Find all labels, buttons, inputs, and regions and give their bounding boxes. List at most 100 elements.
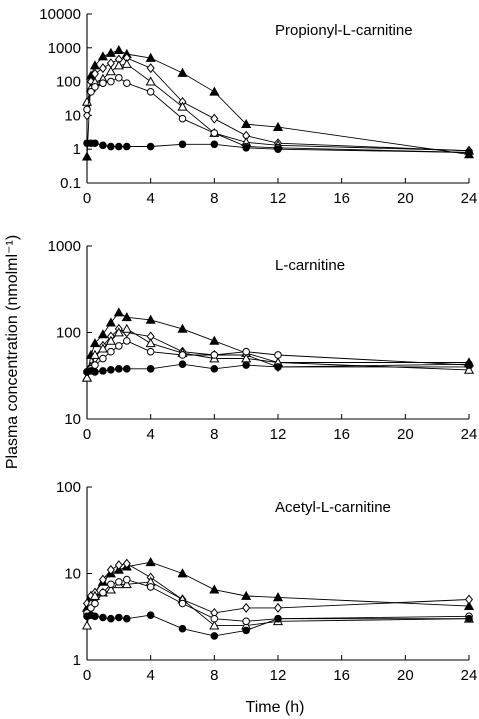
data-point-open-diamond [98,574,107,585]
data-point-filled-circle [99,367,107,375]
data-point-open-circle [146,583,155,591]
x-tick-label: 8 [210,426,218,443]
series-5-filled-circle [83,611,473,640]
data-point-filled-circle [178,360,187,369]
x-tick-label: 0 [83,190,91,207]
x-tick-label: 20 [397,667,414,684]
data-point-filled-circle [99,613,107,622]
data-point-open-diamond [273,602,283,613]
panel-2: 10 100 1000 0 4 8 12 16 20 24 L-carnitine [48,238,478,443]
data-point-open-triangle [89,590,101,600]
data-point-open-diamond [82,110,92,121]
data-point-open-circle [242,617,250,626]
data-point-filled-circle [99,141,107,150]
data-point-open-triangle [145,76,156,86]
x-tick-label: 4 [146,426,154,443]
x-tick-label: 12 [270,426,287,443]
data-point-filled-circle [210,365,219,373]
data-point-filled-triangle [241,590,252,600]
data-point-filled-triangle [105,317,116,327]
data-point-open-triangle [145,338,156,348]
data-point-filled-circle [107,614,115,623]
data-point-filled-triangle [209,86,220,96]
data-point-open-diamond [106,58,115,69]
data-point-open-circle [242,347,250,356]
data-point-open-circle [99,588,107,597]
data-point-open-circle [122,575,131,584]
data-point-filled-triangle [97,51,108,61]
data-point-open-triangle [121,579,132,589]
data-point-open-triangle [81,372,93,382]
data-point-filled-triangle [89,338,101,348]
series-line [86,63,470,152]
data-point-open-circle [91,83,99,91]
data-point-filled-circle [115,613,123,622]
data-point-open-circle [107,347,115,356]
x-tick-label: 16 [333,667,350,684]
data-point-open-triangle [463,364,475,374]
x-tick-label: 8 [210,190,218,207]
y-tick-label: 1 [73,652,81,669]
data-point-filled-circle [115,365,123,373]
panel-3: 1 10 100 0 4 8 12 16 20 24 Acetyl-L-carnitine [56,479,477,684]
x-tick-label: 20 [397,190,414,207]
series-5-filled-circle [83,139,473,157]
data-point-filled-circle [122,365,131,373]
series-line [86,57,470,152]
data-point-open-triangle [105,335,116,345]
x-tick-label: 24 [461,426,478,443]
data-point-open-diamond [122,558,131,569]
data-point-open-circle [83,105,91,114]
x-tick-label: 20 [397,426,414,443]
data-point-filled-triangle [97,329,108,339]
data-point-filled-triangle [113,44,124,55]
x-tick-label: 4 [146,667,154,684]
data-point-filled-circle [210,140,219,149]
data-point-open-diamond [146,63,155,74]
data-point-filled-circle [242,144,250,152]
data-point-filled-circle [146,142,155,151]
panel-title: Acetyl-L-carnitine [275,499,391,516]
x-tick-label: 4 [146,190,154,207]
data-point-filled-triangle [105,47,116,57]
data-point-filled-circle [274,363,282,371]
data-point-filled-triangle [145,556,156,567]
data-point-open-circle [91,599,99,608]
x-tick-label: 12 [270,667,287,684]
series-2-open-diamond [82,52,474,156]
data-point-open-circle [122,337,131,345]
data-point-open-circle [122,79,131,87]
y-tick-label: 1000 [48,40,81,57]
data-point-filled-triangle [177,568,188,578]
y-tick-label: 100 [56,325,81,342]
data-point-filled-triangle [463,600,475,610]
data-point-open-circle [115,73,123,82]
x-tick-label: 16 [333,190,350,207]
data-point-open-triangle [113,327,124,337]
data-point-open-triangle [209,620,220,630]
data-point-filled-triangle [209,584,220,594]
data-point-open-triangle [121,58,132,68]
data-point-filled-triangle [145,314,156,324]
data-point-open-circle [107,77,115,86]
data-point-open-circle [274,351,282,359]
data-point-filled-triangle [177,323,188,333]
data-point-filled-circle [91,612,99,621]
data-point-open-circle [210,614,219,623]
data-point-open-triangle [121,323,132,333]
data-point-open-triangle [105,584,116,594]
y-tick-label: 100 [56,479,81,496]
data-point-open-diamond [98,63,107,74]
data-point-filled-circle [146,611,155,619]
data-point-filled-circle [146,365,155,373]
data-point-open-triangle [97,343,108,353]
data-point-filled-triangle [209,335,220,345]
data-point-open-diamond [106,564,115,575]
data-point-open-diamond [210,113,219,124]
panel-1: 0.1 1 10 100 1000 10000 0 4 8 12 16 20 24 Propionyl-L… [39,6,477,207]
data-point-filled-circle [122,614,131,623]
data-point-filled-circle [178,140,187,149]
data-point-filled-circle [465,148,473,157]
